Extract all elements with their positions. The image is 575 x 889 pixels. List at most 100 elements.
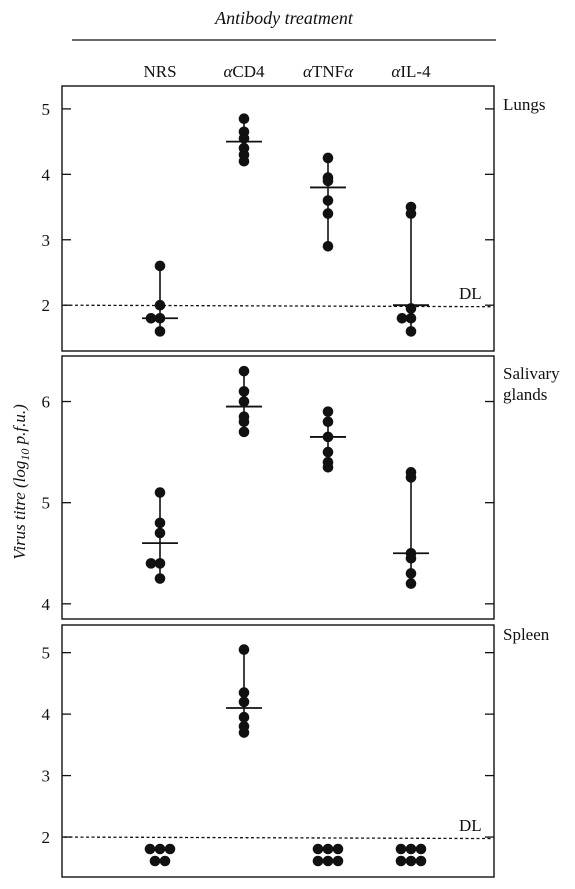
chart-title: Antibody treatment <box>214 8 354 28</box>
group-1 <box>226 365 262 438</box>
data-point <box>405 326 417 337</box>
data-point <box>238 711 250 723</box>
below-dl-point <box>395 843 407 855</box>
below-dl-point <box>159 855 171 867</box>
detection-limit-label: DL <box>459 284 482 303</box>
below-dl-point <box>149 855 161 867</box>
y-tick-label: 5 <box>42 644 51 663</box>
below-dl-point <box>164 843 176 855</box>
data-point <box>154 517 166 529</box>
data-point <box>238 696 250 708</box>
panel-frame-1 <box>61 355 495 620</box>
data-point <box>322 416 334 428</box>
data-point <box>145 558 157 569</box>
group-3 <box>393 467 429 589</box>
data-point <box>154 299 166 311</box>
data-point <box>322 406 334 417</box>
data-point <box>405 568 417 579</box>
data-point <box>405 472 417 483</box>
y-axis-label: Virus titre (log10 p.f.u.) <box>10 404 32 560</box>
data-point <box>154 260 166 272</box>
data-point <box>154 312 166 324</box>
below-dl-point <box>154 843 166 855</box>
panel-label-2: Spleen <box>503 625 550 644</box>
y-tick-label: 2 <box>42 828 51 847</box>
data-point <box>238 386 250 397</box>
data-point <box>322 208 334 219</box>
group-0 <box>144 843 176 867</box>
data-point <box>405 303 417 314</box>
data-point <box>238 365 250 377</box>
data-point <box>405 312 417 324</box>
data-point <box>238 416 250 428</box>
group-1 <box>226 113 262 167</box>
group-3 <box>393 201 429 337</box>
panel-label-0: Lungs <box>503 95 546 114</box>
data-point <box>322 175 334 187</box>
panel-0: 2 3 4 5 Lungs DL <box>42 85 546 352</box>
data-point <box>154 326 166 337</box>
y-tick-label: 2 <box>42 296 51 315</box>
category-label-2: αTNFα <box>303 62 354 81</box>
below-dl-point <box>144 843 156 855</box>
panel-1: 4 5 6 Salivary glands <box>42 355 560 620</box>
panel-2: 2 3 4 5 Spleen DL <box>42 624 550 878</box>
detection-limit-line <box>63 836 493 840</box>
y-tick-label: 5 <box>42 100 51 119</box>
category-label-3: αIL-4 <box>391 62 431 81</box>
y-tick-label: 6 <box>42 393 51 412</box>
data-point <box>154 558 166 569</box>
group-3 <box>395 843 427 867</box>
below-dl-point <box>395 855 407 867</box>
chart-panels: 2 3 4 5 Lungs DL 4 5 6 Salivary glands 2 3 4 5 Spleen DL <box>42 85 560 878</box>
below-dl-point <box>332 855 344 867</box>
below-dl-point <box>332 843 344 855</box>
y-tick-label: 4 <box>42 705 51 724</box>
data-point <box>322 431 334 443</box>
below-dl-point <box>415 843 427 855</box>
data-point <box>238 155 250 167</box>
data-point <box>238 396 250 407</box>
data-point <box>238 727 250 738</box>
group-2 <box>312 843 344 867</box>
group-2 <box>310 152 346 252</box>
data-point <box>396 312 408 324</box>
data-point <box>154 487 166 498</box>
below-dl-point <box>405 843 417 855</box>
data-point <box>322 241 334 252</box>
y-tick-label: 3 <box>42 231 51 250</box>
category-labels: NRS αCD4 αTNFα αIL-4 <box>143 62 431 81</box>
data-point <box>322 152 334 164</box>
y-tick-label: 3 <box>42 767 51 786</box>
data-point <box>238 644 250 655</box>
data-point <box>322 446 334 458</box>
data-point <box>145 312 157 324</box>
data-point <box>238 113 250 125</box>
data-point <box>322 195 334 206</box>
data-point <box>322 461 334 473</box>
data-point <box>238 133 250 144</box>
below-dl-point <box>322 855 334 867</box>
below-dl-point <box>322 843 334 855</box>
below-dl-point <box>415 855 427 867</box>
data-point <box>154 527 166 539</box>
y-tick-label: 5 <box>42 494 51 513</box>
data-point <box>405 553 417 564</box>
panel-frame-2 <box>61 624 495 878</box>
data-point <box>238 687 250 698</box>
below-dl-point <box>312 843 324 855</box>
category-label-0: NRS <box>143 62 176 81</box>
below-dl-point <box>405 855 417 867</box>
y-tick-label: 4 <box>42 165 51 184</box>
data-point <box>405 578 417 589</box>
group-0 <box>142 487 178 584</box>
y-tick-label: 4 <box>42 595 51 614</box>
data-point <box>154 573 166 584</box>
detection-limit-label: DL <box>459 816 482 835</box>
below-dl-point <box>312 855 324 867</box>
data-point <box>238 426 250 438</box>
panel-label-1: Salivary glands <box>503 364 560 404</box>
group-0 <box>142 260 178 337</box>
category-label-1: αCD4 <box>223 62 265 81</box>
